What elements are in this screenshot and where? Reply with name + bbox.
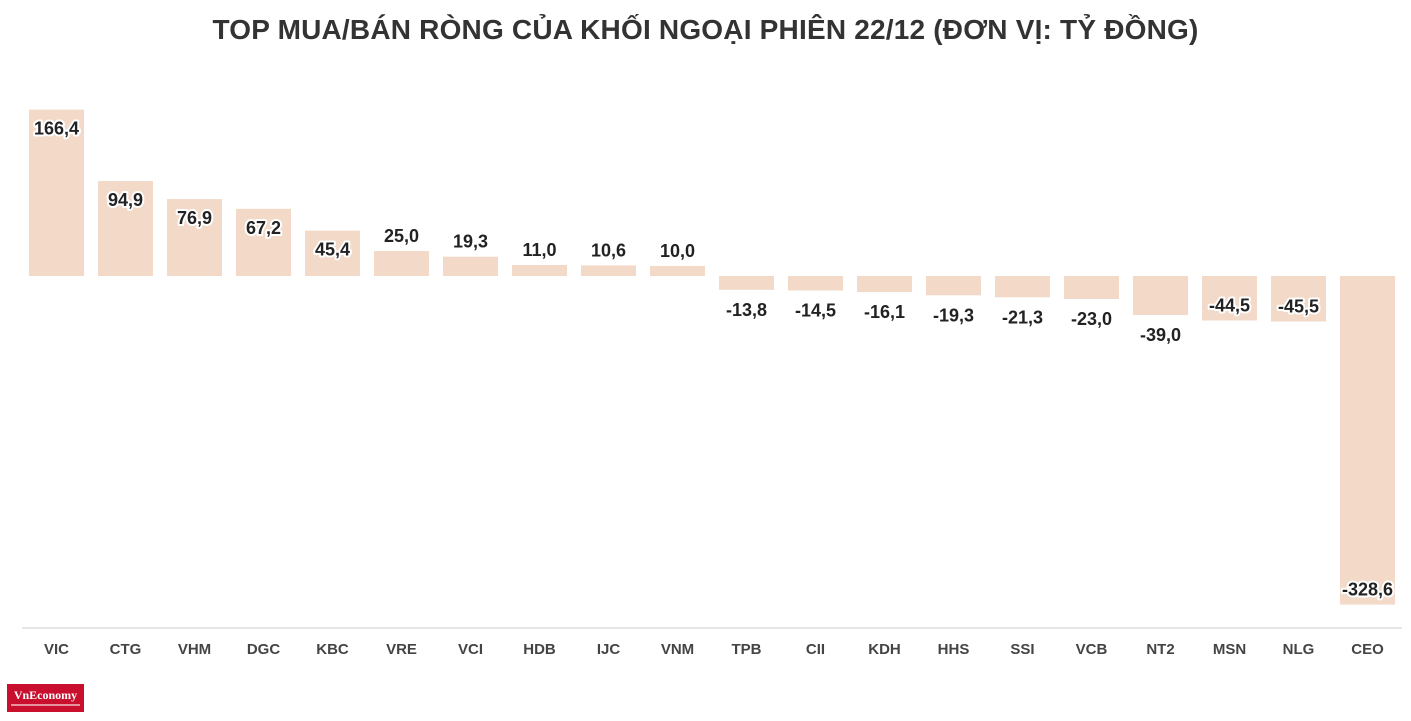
data-label-vic: 166,4 xyxy=(34,119,79,139)
data-label-vci: 19,3 xyxy=(453,232,488,252)
x-tick-label-vhm: VHM xyxy=(178,641,211,658)
bar-vic xyxy=(29,109,84,276)
bar-msn xyxy=(1202,276,1257,321)
data-label-ctg: 94,9 xyxy=(108,190,143,210)
data-label-nlg: -45,5 xyxy=(1278,297,1319,317)
data-label-tpb: -13,8 xyxy=(726,300,767,320)
data-label-kbc: 45,4 xyxy=(315,240,350,260)
bar-vre xyxy=(374,251,429,276)
chart-title: TOP MUA/BÁN RÒNG CỦA KHỐI NGOẠI PHIÊN 22… xyxy=(212,14,1199,45)
data-label-nt2: -39,0 xyxy=(1140,325,1181,345)
bar-tpb xyxy=(719,276,774,290)
x-tick-label-vic: VIC xyxy=(44,641,69,658)
x-tick-label-vnm: VNM xyxy=(661,641,694,658)
bars-layer xyxy=(29,109,1395,605)
x-tick-label-tpb: TPB xyxy=(732,641,762,658)
data-label-vnm: 10,0 xyxy=(660,241,695,261)
data-label-vhm: 76,9 xyxy=(177,208,212,228)
data-label-ceo: -328,6 xyxy=(1342,580,1393,600)
bar-ceo xyxy=(1340,276,1395,605)
x-tick-label-ctg: CTG xyxy=(110,641,142,658)
data-label-hdb: 11,0 xyxy=(522,240,556,260)
logo-underline xyxy=(11,704,80,706)
bar-ssi xyxy=(995,276,1050,298)
bar-nt2 xyxy=(1133,276,1188,315)
x-tick-label-hhs: HHS xyxy=(938,641,970,658)
x-tick-label-hdb: HDB xyxy=(523,641,556,658)
bar-kbc xyxy=(305,230,360,276)
bar-ijc xyxy=(581,265,636,276)
x-tick-label-nt2: NT2 xyxy=(1146,641,1174,658)
bar-vci xyxy=(443,256,498,276)
bar-ctg xyxy=(98,181,153,276)
data-label-dgc: 67,2 xyxy=(246,218,281,238)
logo-text: VnEconomy xyxy=(13,688,78,702)
bar-vhm xyxy=(167,199,222,276)
bar-dgc xyxy=(236,208,291,276)
data-label-ssi: -21,3 xyxy=(1002,307,1043,327)
x-tick-label-cii: CII xyxy=(806,641,825,658)
x-tick-label-ceo: CEO xyxy=(1351,641,1384,658)
bar-nlg xyxy=(1271,276,1326,322)
x-tick-label-kbc: KBC xyxy=(316,641,349,658)
bar-hhs xyxy=(926,276,981,296)
data-label-kdh: -16,1 xyxy=(864,302,905,322)
bar-kdh xyxy=(857,276,912,293)
x-tick-label-kdh: KDH xyxy=(868,641,901,658)
x-tick-label-vre: VRE xyxy=(386,641,417,658)
vneconomy-logo: VnEconomy xyxy=(7,684,84,712)
data-label-vre: 25,0 xyxy=(384,226,419,246)
data-label-hhs: -19,3 xyxy=(933,305,974,325)
x-tick-label-nlg: NLG xyxy=(1283,641,1315,658)
bar-vnm xyxy=(650,266,705,276)
bar-hdb xyxy=(512,265,567,276)
x-tick-label-ijc: IJC xyxy=(597,641,621,658)
x-tick-label-ssi: SSI xyxy=(1010,641,1034,658)
x-tick-label-msn: MSN xyxy=(1213,641,1246,658)
bar-cii xyxy=(788,276,843,291)
x-tick-label-vcb: VCB xyxy=(1076,641,1108,658)
data-label-ijc: 10,6 xyxy=(591,240,626,260)
x-tick-label-vci: VCI xyxy=(458,641,483,658)
data-label-vcb: -23,0 xyxy=(1071,309,1112,329)
bar-vcb xyxy=(1064,276,1119,299)
data-label-cii: -14,5 xyxy=(795,301,836,321)
x-tick-labels-layer: VIC CTG VHM DGC KBC VRE VCI HDB IJC VNM TPB CII KDH H… xyxy=(44,641,1384,658)
data-label-msn: -44,5 xyxy=(1209,296,1250,316)
x-tick-label-dgc: DGC xyxy=(247,641,281,658)
data-labels-layer: 166,4 94,9 76,9 67,2 45,4 25,0 19,3 11,0 10,6 10,… xyxy=(32,117,1395,602)
